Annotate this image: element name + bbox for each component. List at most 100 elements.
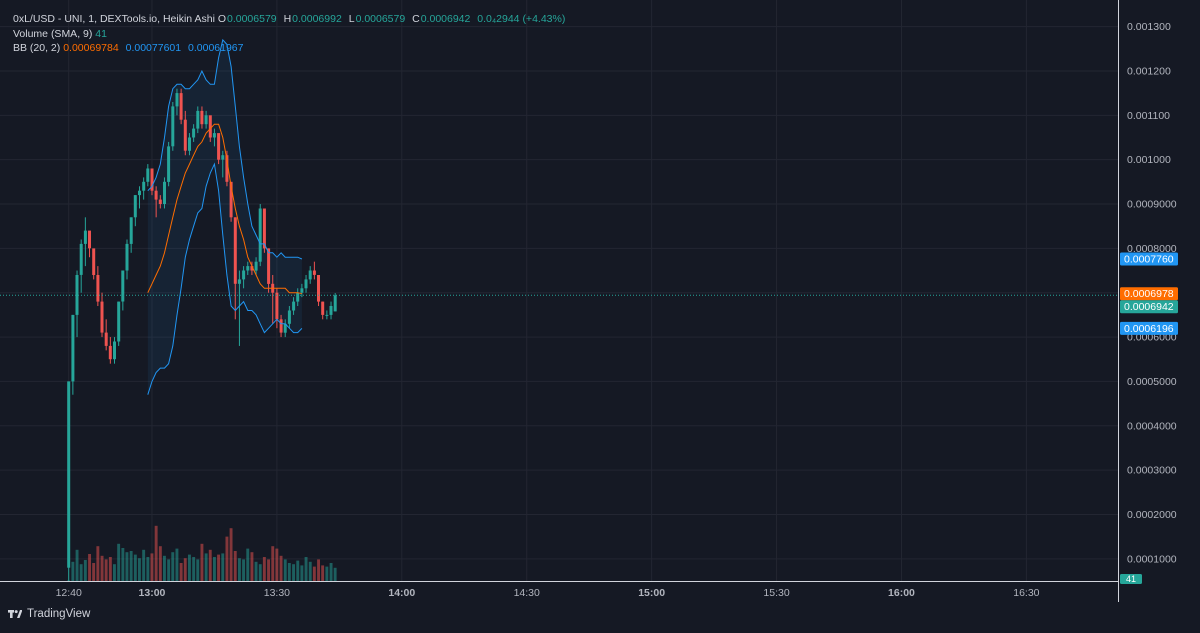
x-tick-label: 15:30 <box>763 587 789 599</box>
open-value: 0.0006579 <box>227 13 277 25</box>
volume-bar <box>221 553 225 581</box>
volume-bar <box>250 552 254 581</box>
volume-value: 41 <box>95 27 107 40</box>
volume-bar <box>121 548 125 581</box>
candle-body <box>262 208 266 249</box>
volume-bar <box>312 566 316 581</box>
open-label: O <box>217 13 226 25</box>
volume-bar <box>325 566 329 581</box>
y-tick-label: 0.001300 <box>1127 21 1171 33</box>
candle-body <box>204 115 208 125</box>
volume-bar <box>296 560 300 581</box>
candle-body <box>258 208 262 262</box>
candle-body <box>296 292 300 302</box>
candle-body <box>317 275 320 302</box>
legend-bb-row[interactable]: BB (20, 2) 0.00069784 0.00077601 0.00061… <box>13 41 569 56</box>
close-value: 0.0006942 <box>420 13 471 25</box>
candle-body <box>321 301 325 315</box>
price-axis-tag-label: 0.0006978 <box>1124 288 1174 300</box>
price-axis-tag-label: 0.0006196 <box>1124 323 1174 335</box>
candle-body <box>138 190 141 196</box>
volume-bar <box>104 559 108 581</box>
candle-body <box>250 266 254 271</box>
candle-body <box>304 279 308 289</box>
candle-body <box>125 243 129 271</box>
y-tick-label: 0.0003000 <box>1127 465 1177 477</box>
volume-bar <box>308 561 312 581</box>
volume-bar <box>242 559 245 581</box>
candle-body <box>246 266 250 271</box>
volume-bar <box>113 564 116 581</box>
volume-bar <box>117 543 121 581</box>
candle-body <box>283 323 287 333</box>
low-label: L <box>348 13 355 25</box>
candle-body <box>229 181 233 218</box>
candle-body <box>129 217 133 244</box>
low-value: 0.0006579 <box>355 13 406 25</box>
volume-bar <box>154 525 158 581</box>
candle-body <box>312 270 316 275</box>
candle-body <box>279 319 283 333</box>
candle-body <box>150 168 154 191</box>
volume-bar <box>258 564 262 581</box>
volume-label: Volume (SMA, 9) <box>13 27 93 40</box>
x-tick-label: 14:30 <box>514 587 540 599</box>
y-tick-label: 0.0008000 <box>1127 243 1177 255</box>
candle-body <box>79 243 83 275</box>
volume-bar <box>138 558 141 581</box>
chart-legend: 0xL/USD - UNI, 1, DEXTools.io, Heikin As… <box>13 12 569 56</box>
price-axis-tag <box>1120 287 1178 301</box>
legend-volume-row[interactable]: Volume (SMA, 9) 41 <box>13 27 569 42</box>
tradingview-brand[interactable]: TradingView <box>8 607 90 621</box>
volume-bar <box>146 557 150 581</box>
price-axis-tag-label: 0.0007760 <box>1124 254 1174 266</box>
volume-bar <box>92 563 96 581</box>
candle-body <box>217 133 221 160</box>
candle-body <box>108 345 112 360</box>
candle-body <box>208 115 212 138</box>
candle-body <box>333 295 337 312</box>
candle-body <box>154 190 158 200</box>
volume-bar <box>88 554 91 581</box>
candle-body <box>200 110 204 125</box>
candle-body <box>113 341 116 360</box>
candle-body <box>292 301 296 311</box>
volume-bar <box>279 555 283 581</box>
volume-bar <box>163 555 166 581</box>
candle-body <box>300 288 304 293</box>
symbol-title[interactable]: 0xL/USD - UNI, 1, DEXTools.io, Heikin As… <box>13 13 215 25</box>
volume-bar <box>287 563 291 581</box>
volume-bar <box>321 565 325 581</box>
y-tick-label: 0.0002000 <box>1127 509 1177 521</box>
price-axis-tag-label: 0.0006942 <box>1124 301 1174 313</box>
high-label: H <box>283 13 292 25</box>
candle-body <box>171 106 175 147</box>
x-tick-label: 13:30 <box>264 587 290 599</box>
candle-body <box>92 248 96 275</box>
bb-lower-line <box>147 162 303 395</box>
candle-body <box>196 110 200 129</box>
volume-bar <box>83 560 87 581</box>
candle-body <box>83 230 87 244</box>
volume-bar <box>225 536 229 581</box>
candle-body <box>287 310 291 324</box>
change-value: 0.0₄2944 (+4.43%) <box>477 13 566 25</box>
volume-bar <box>71 561 75 581</box>
volume-bar <box>125 552 129 581</box>
price-axis-tag <box>1120 252 1178 266</box>
candle-body <box>192 128 196 138</box>
x-tick-label: 12:40 <box>56 587 82 599</box>
close-label: C <box>412 13 420 25</box>
price-axis-tag <box>1120 300 1178 314</box>
candle-body <box>146 168 150 182</box>
volume-bar <box>192 557 196 581</box>
candle-body <box>163 181 166 204</box>
volume-bar <box>108 557 112 581</box>
candle-body <box>308 270 312 280</box>
candle-body <box>275 292 279 320</box>
volume-bar <box>179 563 183 581</box>
candle-body <box>188 137 191 151</box>
